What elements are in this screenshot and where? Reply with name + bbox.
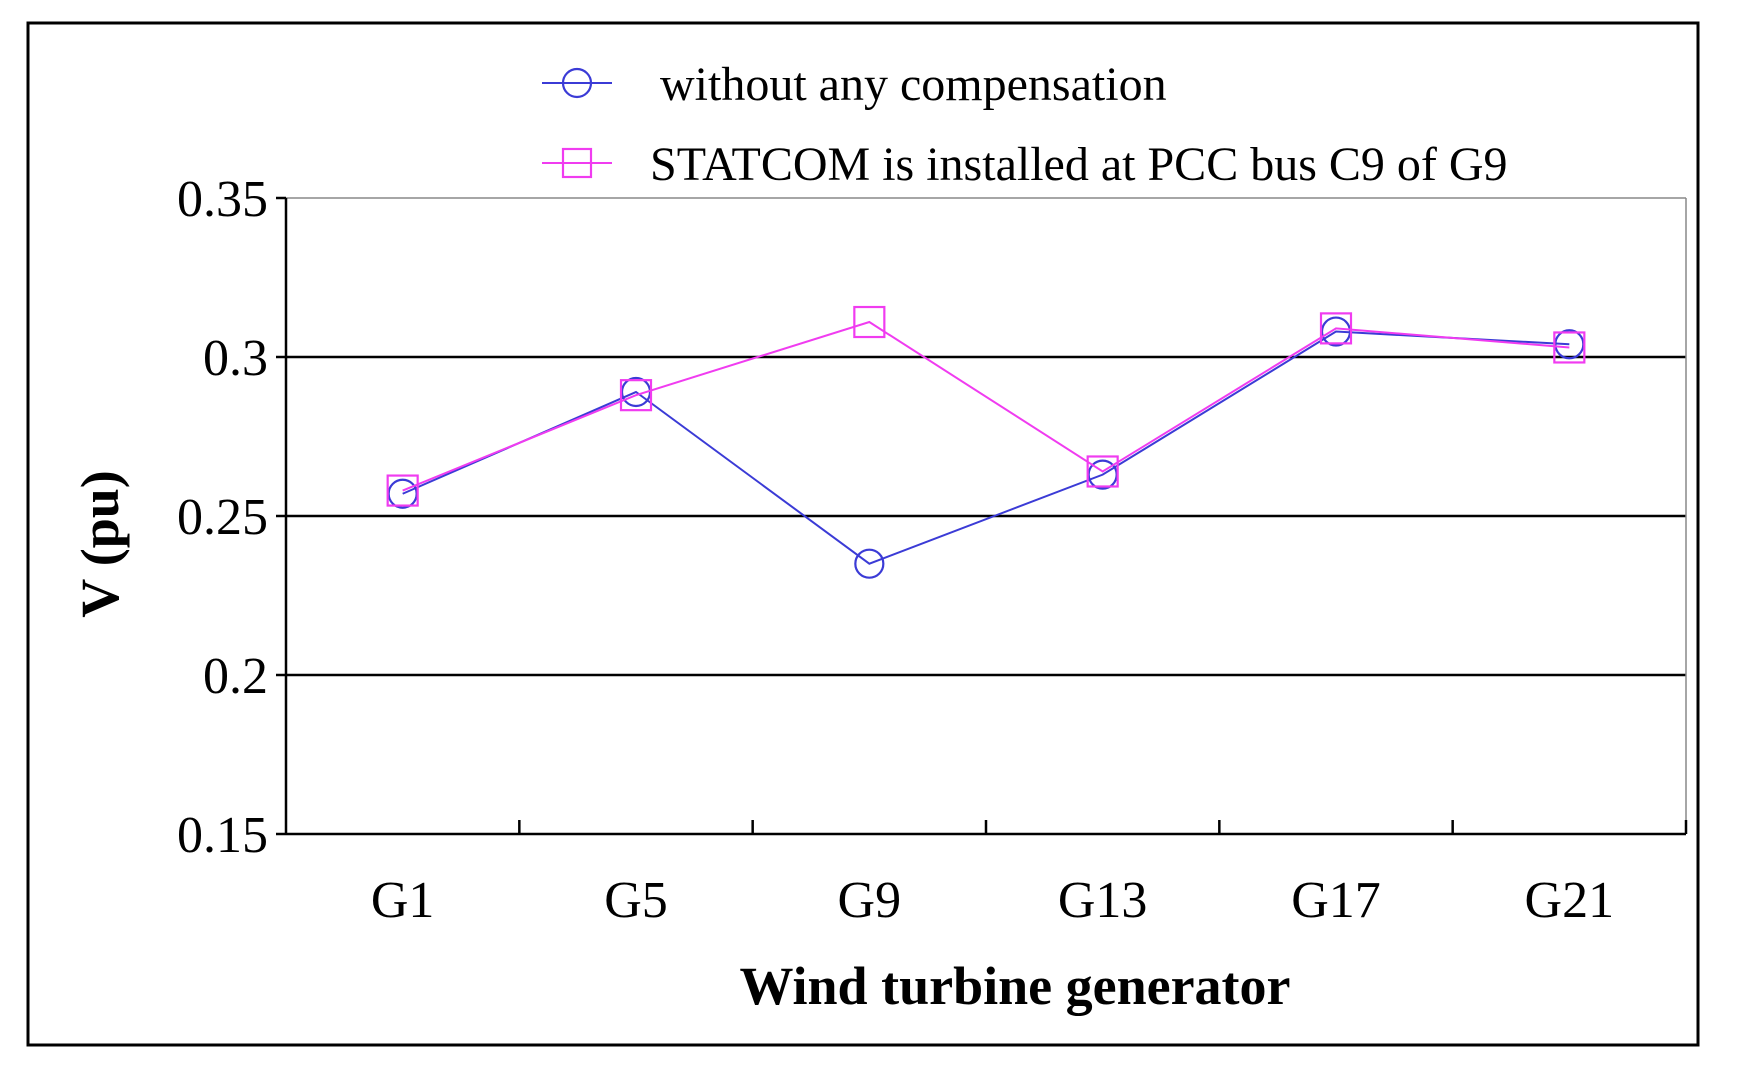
- x-tick-label-g17: G17: [1291, 872, 1381, 929]
- x-tick-label-g5: G5: [604, 872, 668, 929]
- data-point-circle: [854, 548, 885, 579]
- x-tick-label-g13: G13: [1058, 872, 1148, 929]
- data-point-square: [1319, 312, 1353, 345]
- x-tick-label-g1: G1: [371, 872, 435, 929]
- x-tick-label-g9: G9: [838, 872, 902, 929]
- data-point-square: [386, 474, 419, 507]
- axes-layer: [276, 196, 1688, 836]
- data-point-square: [1086, 455, 1119, 488]
- data-point-square: [619, 379, 653, 412]
- data-point-square: [1553, 331, 1586, 364]
- legend: without any compensation STATCOM is inst…: [542, 58, 1508, 191]
- y-tick-label: 0.2: [203, 648, 268, 705]
- y-axis-title: V (pu): [70, 470, 130, 618]
- legend-marker-circle: [561, 67, 593, 99]
- chart-border: [26, 21, 1700, 1047]
- legend-label-statcom: STATCOM is installed at PCC bus C9 of G9: [650, 138, 1508, 191]
- data-point-square: [853, 305, 886, 339]
- y-tick-label: 0.25: [177, 489, 268, 546]
- series-line-1: [402, 320, 1570, 492]
- x-tick-label-g21: G21: [1525, 872, 1615, 929]
- x-axis-title: Wind turbine generator: [740, 956, 1291, 1016]
- y-tick-label: 0.3: [203, 330, 268, 387]
- series-line-0: [402, 330, 1570, 565]
- grid-layer: [286, 197, 1686, 677]
- tick-labels: 0.15 0.2 0.25 0.3 0.35 G1 G5 G9 G13 G17 G21: [177, 171, 1614, 929]
- legend-marker-square: [561, 147, 593, 179]
- series-1: [386, 305, 1586, 507]
- y-tick-label: 0.15: [177, 807, 268, 864]
- y-tick-label: 0.35: [177, 171, 268, 228]
- legend-label-without-compensation: without any compensation: [660, 58, 1167, 111]
- series-layer: [386, 305, 1586, 579]
